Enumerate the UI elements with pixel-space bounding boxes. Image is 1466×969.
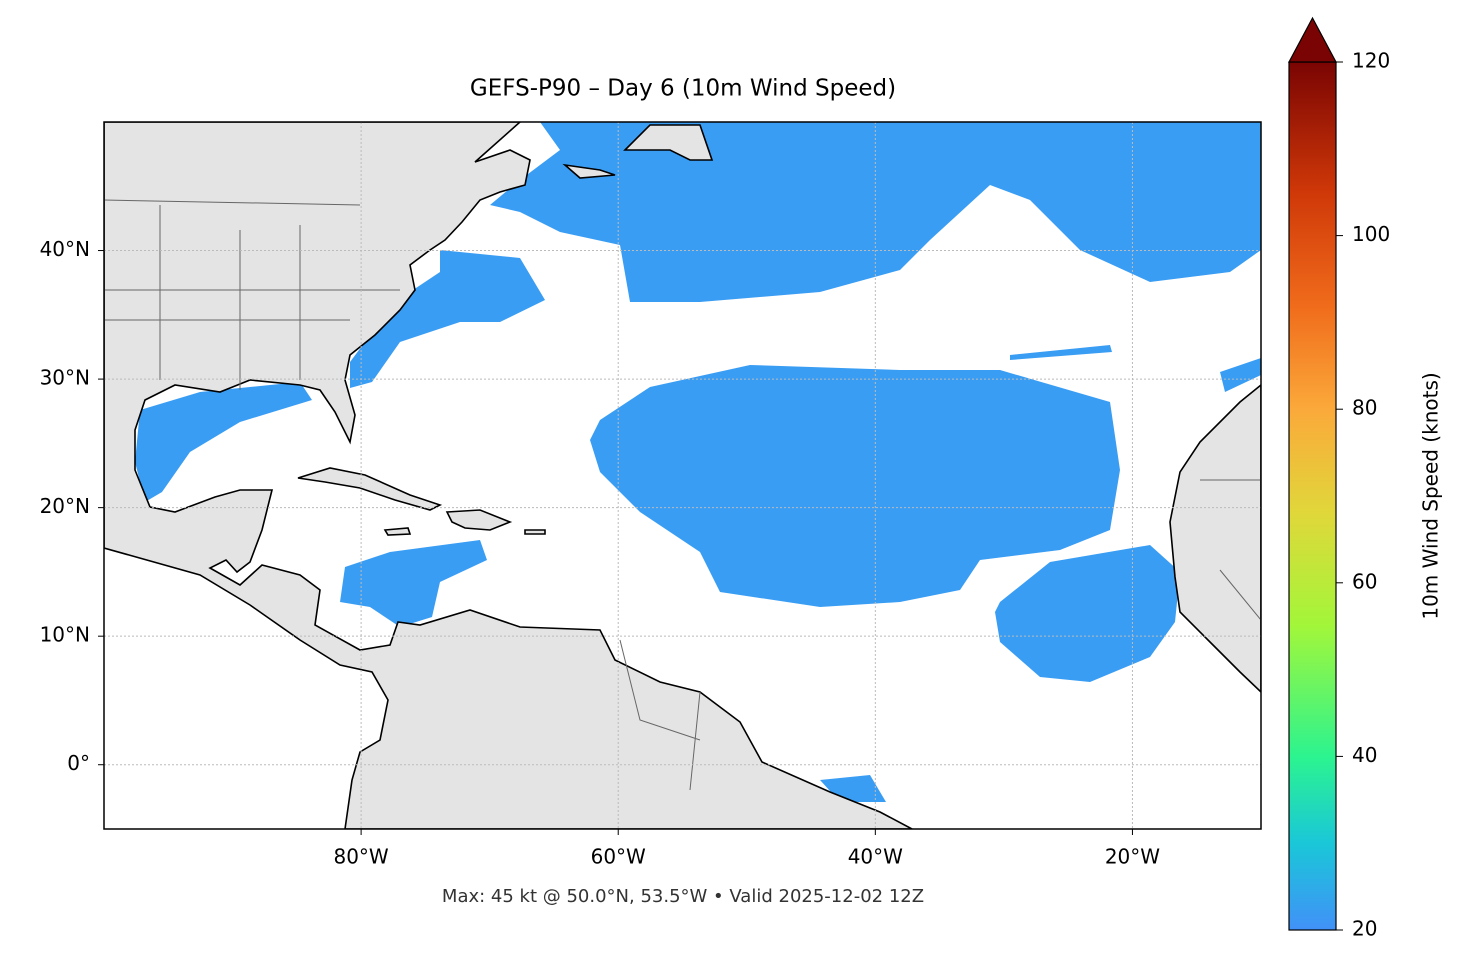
wind-area: [995, 545, 1180, 682]
colorbar-label: 10m Wind Speed (knots): [1419, 372, 1443, 619]
colorbar-tick-label: 120: [1352, 49, 1390, 73]
wind-area: [340, 540, 487, 627]
colorbar-tick-label: 20: [1352, 917, 1377, 941]
map-frame: [103, 121, 1262, 830]
y-tick-label: 0°: [67, 751, 90, 775]
newfoundland: [562, 124, 714, 179]
wind-area: [135, 382, 312, 502]
island: [383, 527, 546, 536]
cuba: [297, 467, 443, 511]
x-tick-label: 60°W: [591, 845, 646, 869]
colorbar-extend: [1287, 16, 1338, 63]
colorbar: [1288, 61, 1337, 931]
colorbar-tick-label: 80: [1352, 396, 1377, 420]
x-tick-label: 40°W: [848, 845, 903, 869]
colorbar-tick-label: 40: [1352, 743, 1377, 767]
borders: [104, 199, 1261, 791]
colorbar-tick-label: 60: [1352, 569, 1377, 593]
africa: [1169, 383, 1261, 694]
y-tick-label: 30°N: [40, 366, 90, 390]
colorbar-tick-label: 100: [1352, 222, 1390, 246]
footer-note: Max: 45 kt @ 50.0°N, 53.5°W • Valid 2025…: [442, 886, 924, 907]
y-tick-label: 20°N: [40, 494, 90, 518]
x-tick-label: 80°W: [333, 845, 388, 869]
wind-area: [590, 365, 1120, 607]
wind-area: [350, 250, 545, 388]
grid: [104, 122, 1261, 829]
map-area: [104, 122, 1261, 829]
hispaniola: [445, 509, 513, 531]
state-border: [104, 199, 400, 390]
y-tick-label: 40°N: [40, 237, 90, 261]
country-border: [619, 479, 1261, 791]
land: [104, 122, 1261, 829]
x-tick-label: 20°W: [1105, 845, 1160, 869]
chart-title: GEFS-P90 – Day 6 (10m Wind Speed): [470, 76, 896, 102]
americas: [104, 122, 913, 829]
y-tick-label: 10°N: [40, 623, 90, 647]
